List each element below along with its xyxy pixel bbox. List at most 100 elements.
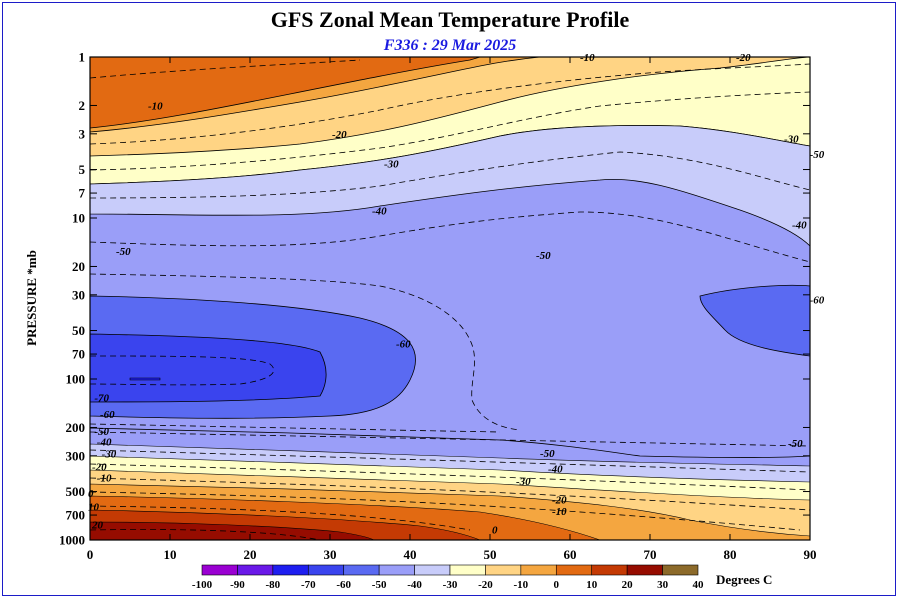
colorbar-tick-label: -10	[514, 579, 529, 591]
colorbar-swatch	[591, 564, 628, 576]
chart-title: GFS Zonal Mean Temperature Profile	[270, 7, 630, 32]
colorbar-tick-label: -20	[478, 579, 493, 591]
contour-label: -20	[332, 129, 347, 141]
colorbar-tick-label: -100	[192, 579, 213, 591]
colorbar-tick-label: 10	[586, 579, 598, 591]
colorbar-swatch	[449, 564, 486, 576]
colorbar-swatch	[485, 564, 522, 576]
colorbar-tick-label: 40	[693, 579, 705, 591]
chart-subtitle: F336 : 29 Mar 2025	[383, 37, 517, 54]
contour-label: -50	[116, 246, 131, 258]
contour-label: -50	[540, 448, 555, 460]
contour-label: -40	[372, 206, 387, 218]
colorbar-swatch	[272, 564, 309, 576]
contour-label: -20	[736, 52, 751, 64]
colorbar-tick-label: -90	[230, 579, 245, 591]
colorbar-tick-label: 20	[622, 579, 634, 591]
contour-label: -10	[580, 52, 595, 64]
colorbar-tick-label: -80	[266, 579, 281, 591]
colorbar-label: Degrees C	[716, 572, 772, 587]
axes: 0 10 20 30 40 50 60 70 80 90123571020305070100200…	[59, 50, 817, 563]
colorbar: -100 -90 -80 -70 -60 -50 -40 -30 -20 -10 0 10 20 30 40	[192, 564, 705, 591]
x-tick-label: 70	[644, 547, 657, 562]
contour-label: -40	[792, 220, 807, 232]
colorbar-swatch	[307, 564, 345, 576]
y-tick-label: 200	[66, 420, 86, 435]
y-tick-label: 2	[79, 98, 86, 113]
y-tick-label: 1	[79, 50, 86, 65]
contour-label: -50	[788, 438, 803, 450]
contour-label: -40	[97, 437, 112, 449]
colorbar-tick-label: -30	[443, 579, 458, 591]
plot-area	[90, 57, 810, 540]
colorbar-swatch	[662, 564, 699, 576]
colorbar-swatch	[201, 564, 238, 576]
contour-label: -60	[810, 294, 825, 306]
dashed-contours	[90, 59, 810, 540]
contour-label: -50	[536, 250, 551, 262]
contour-label: 20	[91, 519, 104, 531]
y-tick-label: 100	[66, 372, 86, 387]
band-0-10-upper	[90, 57, 481, 129]
contour-label: -10	[97, 473, 112, 485]
x-tick-label: 60	[564, 547, 577, 562]
x-tick-label: 10	[164, 547, 177, 562]
colorbar-swatch	[555, 564, 593, 576]
y-tick-label: 5	[79, 162, 86, 177]
x-tick-label: 0	[87, 547, 94, 562]
y-tick-label: 10	[72, 211, 85, 226]
y-tick-label: 20	[72, 259, 85, 274]
contour-label: -40	[548, 464, 563, 476]
contour-label: -30	[784, 133, 799, 145]
band-neg70-neg60-core	[90, 333, 327, 403]
colorbar-swatch	[414, 564, 451, 576]
contour-label: -10	[552, 506, 567, 518]
contour-label: 0	[88, 488, 94, 500]
contour-label: 0	[492, 524, 498, 536]
y-tick-label: 700	[66, 508, 86, 523]
x-tick-label: 40	[404, 547, 417, 562]
x-tick-label: 30	[324, 547, 337, 562]
y-tick-label: 300	[66, 448, 86, 463]
contour-label: 10	[88, 502, 100, 514]
contour-label: -70	[94, 392, 109, 404]
colorbar-swatch	[378, 564, 415, 576]
contour-label: -30	[384, 159, 399, 171]
band-neg80-neg70-core	[129, 377, 161, 381]
colorbar-swatch	[626, 564, 663, 576]
colorbar-tick-label: -40	[407, 579, 422, 591]
y-tick-label: 50	[72, 323, 85, 338]
colorbar-tick-label: -50	[372, 579, 387, 591]
y-tick-label: 30	[72, 287, 85, 302]
contour-label: -30	[516, 476, 531, 488]
colorbar-tick-label: -70	[301, 579, 316, 591]
contour-label: -60	[100, 409, 115, 421]
plot-border	[89, 56, 811, 541]
x-tick-label: 50	[484, 547, 497, 562]
y-tick-label: 70	[72, 347, 85, 362]
y-tick-label: 3	[79, 126, 86, 141]
band-neg60-neg50-highlat	[699, 284, 810, 357]
contour-labels: -10-10 -20-20-30-30-40-40-50 -50-60-70-60-…	[88, 52, 825, 536]
contour-label: -20	[552, 494, 567, 506]
y-tick-label: 1000	[59, 533, 85, 548]
contour-label: -60	[396, 338, 411, 350]
y-axis-label: PRESSURE *mb	[24, 250, 39, 346]
contour-label: -50	[810, 149, 825, 161]
colorbar-swatch	[343, 564, 380, 576]
colorbar-tick-label: 0	[554, 579, 560, 591]
contour-label: -20	[92, 462, 107, 474]
contour-label: -10	[148, 100, 163, 112]
contour-label: -50	[94, 426, 109, 438]
colorbar-swatch	[520, 564, 557, 576]
x-tick-label: 80	[724, 547, 737, 562]
x-tick-label: 20	[244, 547, 257, 562]
y-tick-label: 500	[66, 484, 86, 499]
x-tick-label: 90	[804, 547, 817, 562]
y-tick-label: 7	[79, 186, 86, 201]
contour-label: -30	[102, 448, 117, 460]
colorbar-tick-label: -60	[336, 579, 351, 591]
colorbar-swatch	[237, 564, 274, 576]
